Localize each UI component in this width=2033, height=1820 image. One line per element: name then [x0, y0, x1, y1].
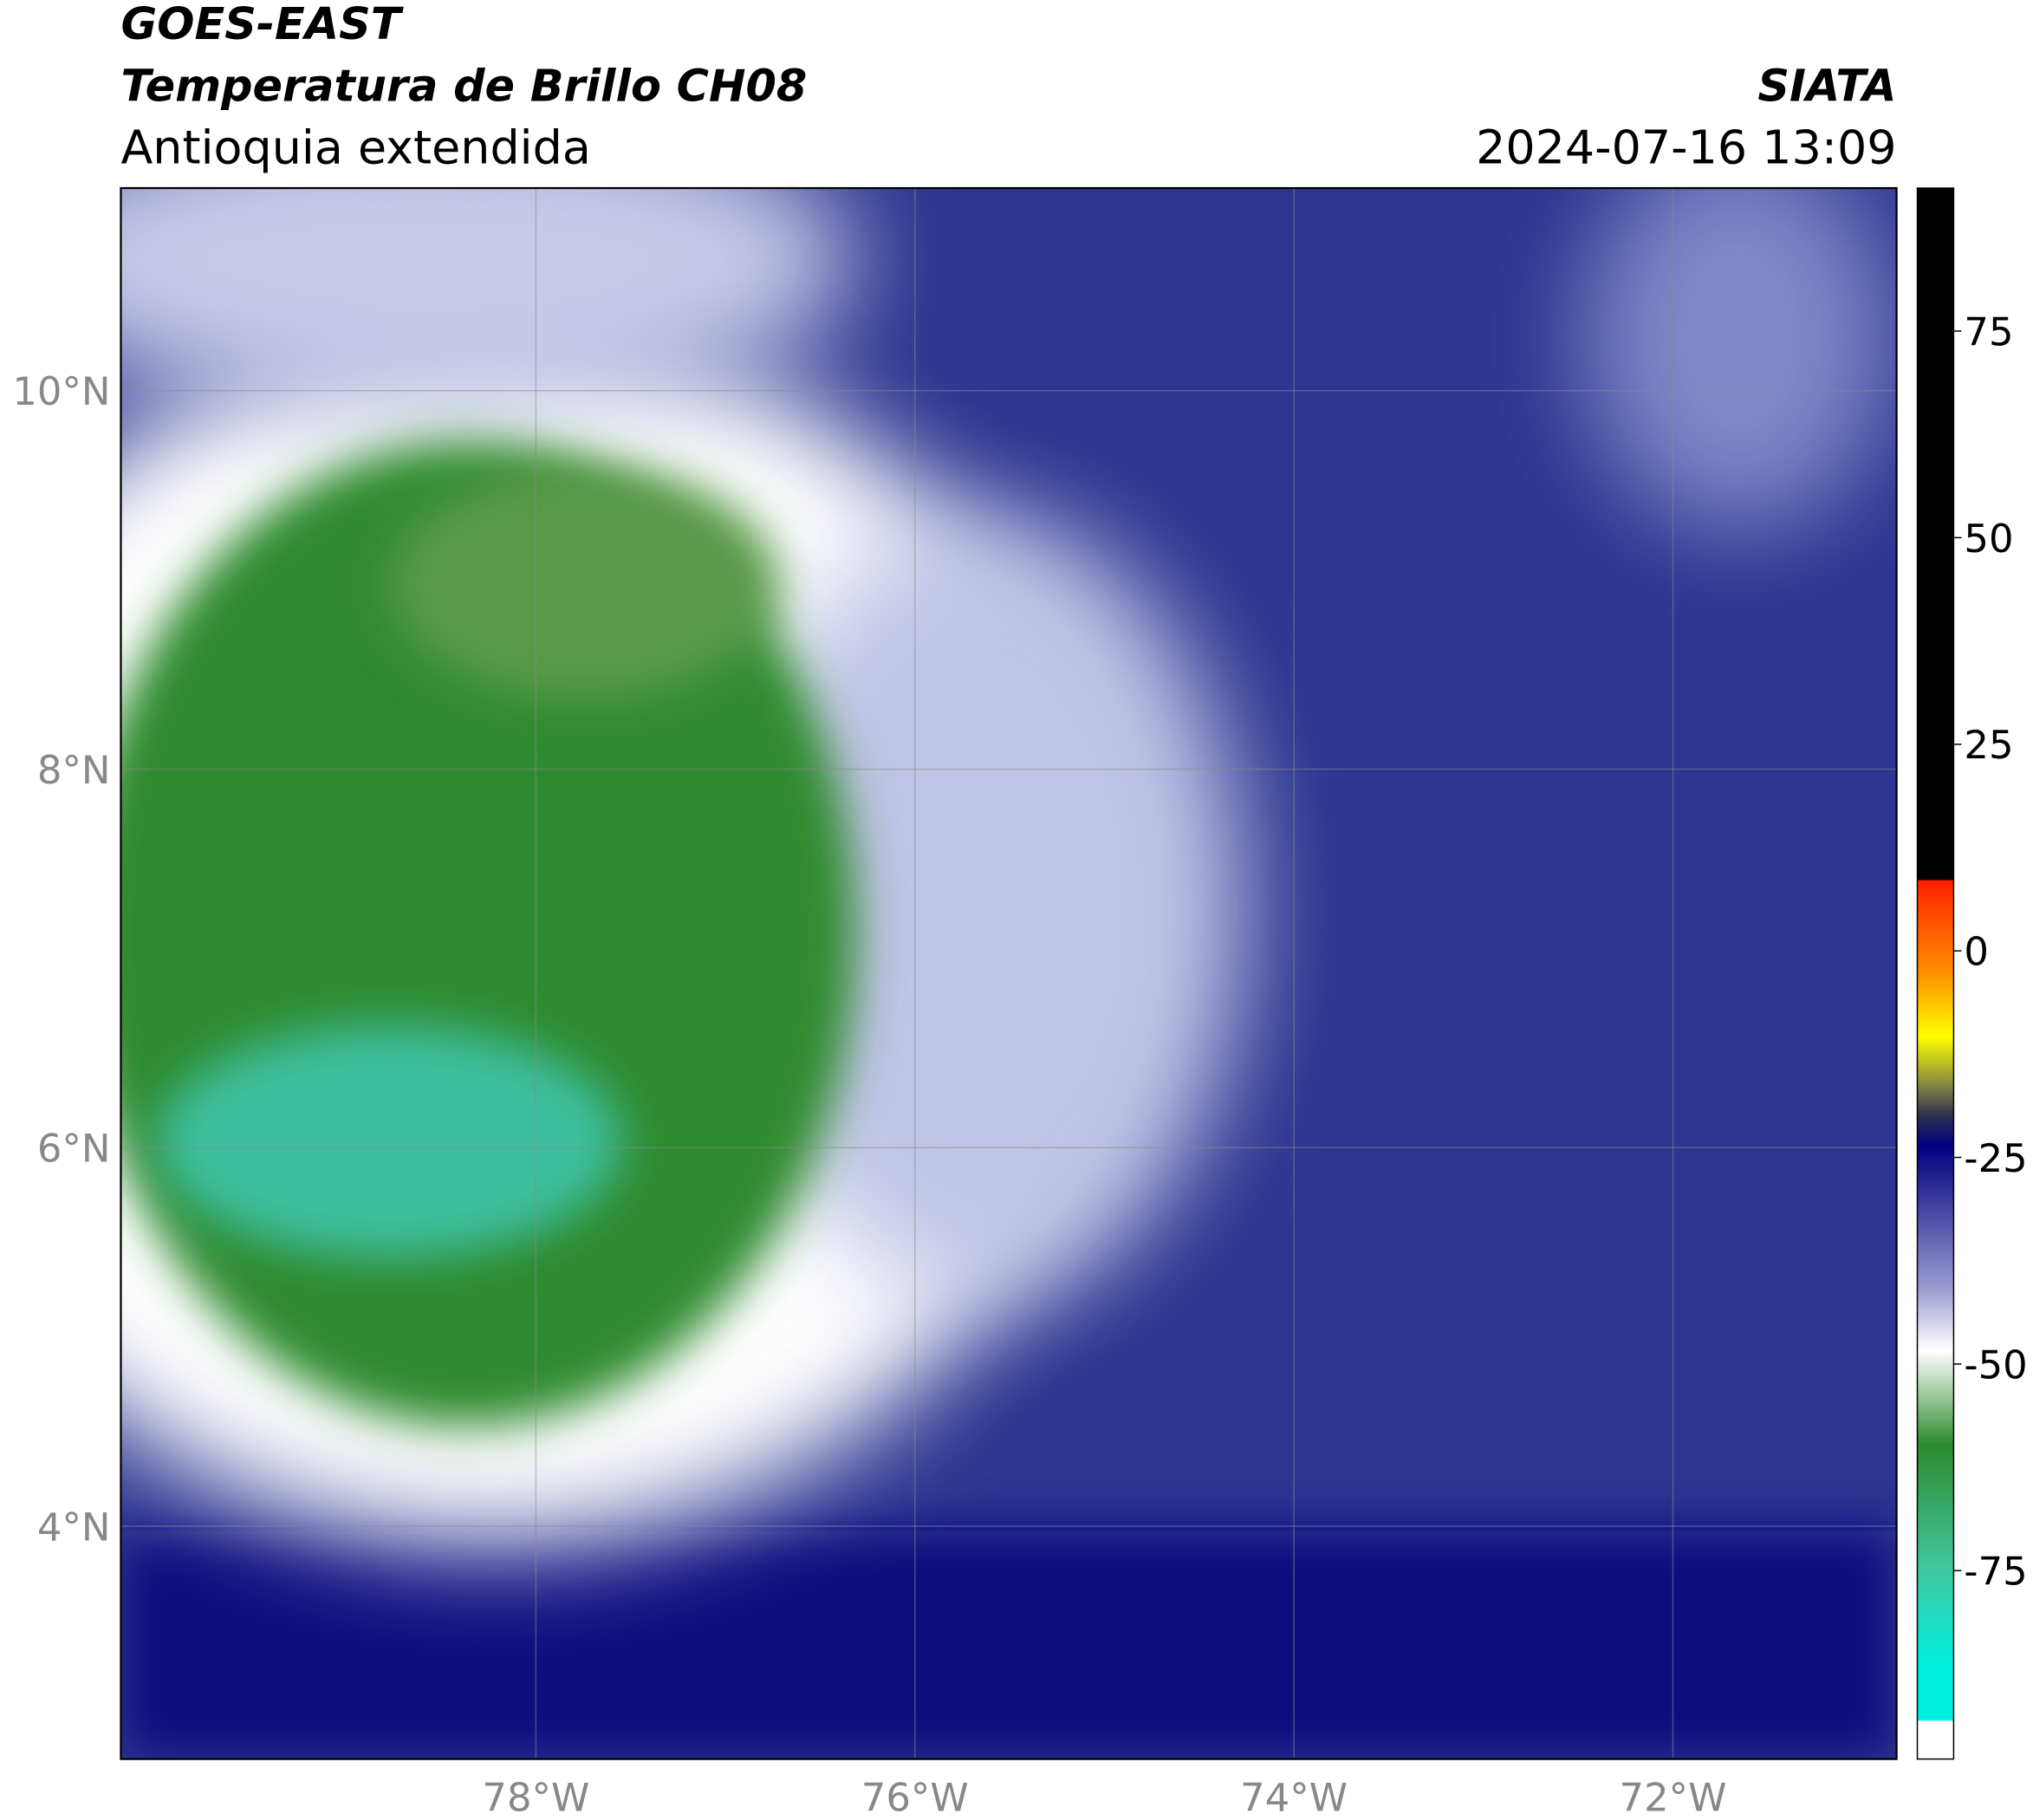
colorbar-tick-label: -75 [1964, 1549, 2027, 1595]
lon-tick-label: 72°W [1620, 1775, 1727, 1820]
title: Temperatura de Brillo CH08 [120, 62, 807, 113]
colorbar-tick-label: -25 [1964, 1135, 2027, 1181]
colorbar-tick-label: 75 [1964, 309, 2013, 354]
lat-tick-label: 6°N [37, 1126, 111, 1172]
map-frame [120, 186, 1898, 1760]
colorbar-tick-label: 0 [1964, 929, 1989, 975]
datetime: 2024-07-16 13:09 [1476, 120, 1896, 175]
lon-tick-label: 76°W [861, 1775, 969, 1820]
source: GOES-EAST [120, 0, 404, 50]
region: Antioquia extendida [120, 120, 590, 175]
colorbar-tick-label: -50 [1964, 1342, 2027, 1388]
lat-tick-label: 8°N [37, 747, 111, 793]
lat-tick-label: 4°N [37, 1504, 111, 1550]
lat-tick-label: 10°N [12, 368, 110, 414]
lon-tick-label: 78°W [482, 1775, 589, 1820]
agency: SIATA [1757, 62, 1896, 113]
graticule [120, 188, 1897, 1759]
colorbar-tick-label: 25 [1964, 722, 2013, 768]
lon-tick-label: 74°W [1240, 1775, 1348, 1820]
satellite-image [120, 188, 1897, 1759]
colorbar [1916, 187, 1955, 1760]
colorbar-tick-label: 50 [1964, 516, 2013, 562]
